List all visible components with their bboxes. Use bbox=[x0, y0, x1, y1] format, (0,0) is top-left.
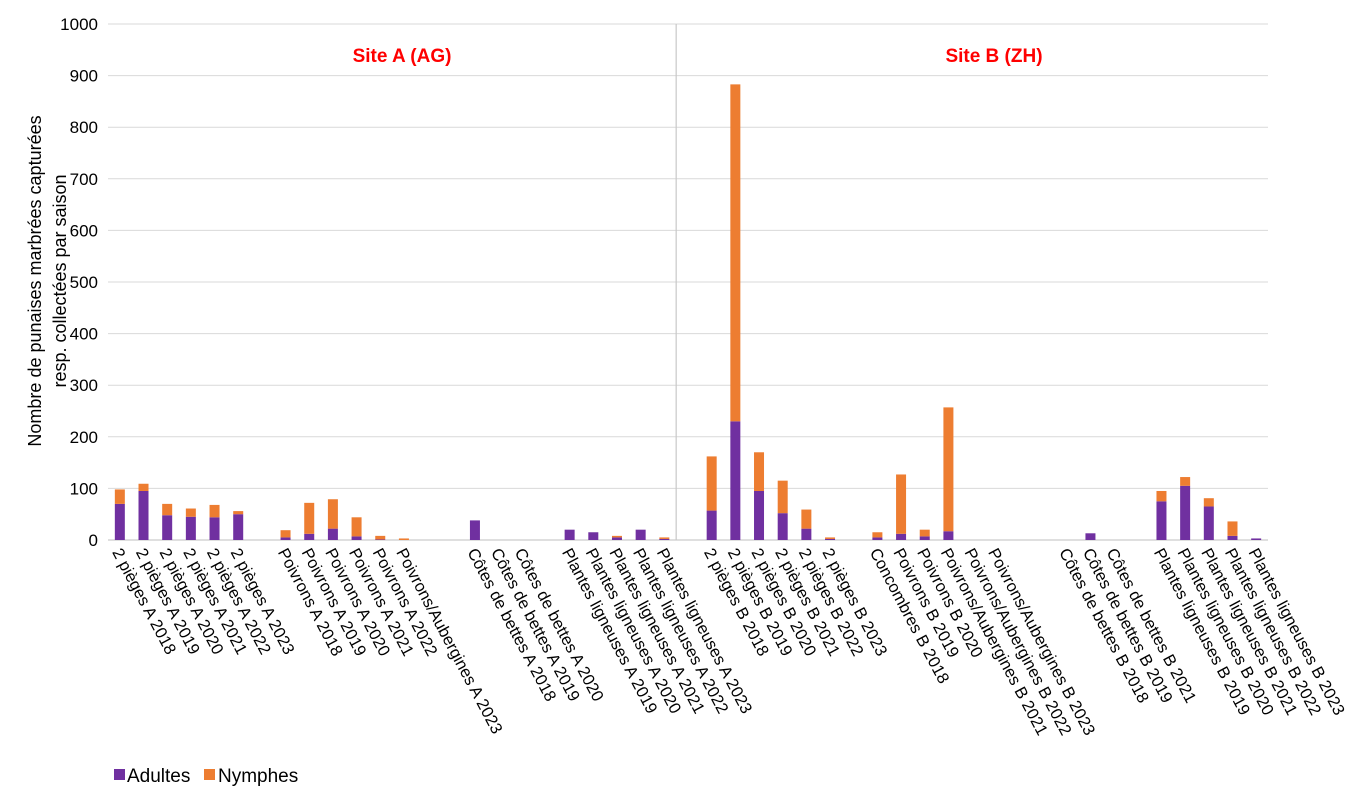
bar-nymphes-7 bbox=[304, 502, 315, 534]
bar-nymphes-17 bbox=[611, 535, 622, 538]
bar-adultes-36 bbox=[1180, 485, 1191, 540]
bar-nymphes-38 bbox=[1227, 521, 1238, 536]
bar-adultes-35 bbox=[1156, 501, 1167, 540]
legend: Adultes Nymphes bbox=[114, 766, 298, 787]
bar-nymphes-27 bbox=[896, 474, 907, 534]
y-tick-label-300: 300 bbox=[70, 376, 98, 395]
y-tick-label-500: 500 bbox=[70, 273, 98, 292]
bar-adultes-20 bbox=[706, 510, 717, 540]
bar-adultes-16 bbox=[588, 532, 599, 540]
y-axis-title-line-2: resp. collectées par saison bbox=[50, 174, 70, 387]
bar-nymphes-22 bbox=[754, 452, 765, 491]
y-tick-label-200: 200 bbox=[70, 428, 98, 447]
bar-adultes-33 bbox=[1085, 533, 1096, 540]
bar-adultes-15 bbox=[564, 529, 575, 540]
bar-nymphes-8 bbox=[327, 499, 338, 529]
bar-adultes-38 bbox=[1227, 535, 1238, 540]
bar-adultes-12 bbox=[469, 520, 480, 540]
bar-nymphes-26 bbox=[872, 532, 883, 538]
bar-nymphes-11 bbox=[398, 538, 409, 540]
y-tick-label-100: 100 bbox=[70, 479, 98, 498]
bar-nymphes-21 bbox=[730, 84, 741, 422]
bar-nymphes-36 bbox=[1180, 477, 1191, 486]
bar-adultes-22 bbox=[754, 490, 765, 540]
bar-adultes-23 bbox=[777, 513, 788, 540]
bar-adultes-8 bbox=[327, 528, 338, 540]
bar-nymphes-35 bbox=[1156, 490, 1167, 502]
bar-nymphes-1 bbox=[138, 483, 149, 491]
bar-adultes-17 bbox=[611, 537, 622, 540]
site-a-label: Site A (AG) bbox=[353, 46, 452, 67]
gridlines bbox=[108, 23, 1268, 541]
bar-nymphes-9 bbox=[351, 517, 362, 537]
bar-adultes-1 bbox=[138, 490, 149, 540]
bar-adultes-26 bbox=[872, 537, 883, 540]
y-tick-labels: 0 100 200 300 400 500 600 700 800 900 1000 bbox=[60, 15, 98, 550]
bar-nymphes-10 bbox=[375, 535, 386, 540]
bar-nymphes-28 bbox=[919, 529, 930, 537]
bar-adultes-0 bbox=[114, 503, 125, 540]
bar-adultes-9 bbox=[351, 536, 362, 540]
bar-adultes-24 bbox=[801, 528, 812, 540]
y-tick-label-700: 700 bbox=[70, 170, 98, 189]
bar-adultes-39 bbox=[1251, 538, 1262, 540]
bar-adultes-4 bbox=[209, 517, 220, 540]
bar-adultes-5 bbox=[233, 514, 244, 540]
bar-adultes-28 bbox=[919, 536, 930, 540]
bar-nymphes-37 bbox=[1203, 498, 1214, 507]
bar-adultes-21 bbox=[730, 421, 741, 540]
bar-adultes-3 bbox=[185, 516, 196, 540]
bar-adultes-2 bbox=[162, 515, 173, 540]
bar-nymphes-24 bbox=[801, 509, 812, 529]
y-axis-title: Nombre de punaises marbrées capturées re… bbox=[25, 115, 70, 446]
bar-nymphes-20 bbox=[706, 456, 717, 511]
bars bbox=[114, 84, 1262, 540]
bar-adultes-7 bbox=[304, 533, 315, 540]
bar-adultes-25 bbox=[825, 538, 836, 540]
y-tick-label-400: 400 bbox=[70, 325, 98, 344]
bar-adultes-6 bbox=[280, 537, 291, 540]
site-b-label: Site B (ZH) bbox=[945, 46, 1042, 67]
bar-nymphes-19 bbox=[659, 537, 670, 539]
bar-adultes-19 bbox=[659, 538, 670, 540]
bar-nymphes-5 bbox=[233, 511, 244, 515]
legend-swatch-adultes bbox=[114, 769, 125, 780]
y-tick-label-0: 0 bbox=[89, 531, 98, 550]
bar-nymphes-2 bbox=[162, 503, 173, 516]
bar-adultes-10 bbox=[375, 539, 386, 540]
bar-nymphes-4 bbox=[209, 504, 220, 518]
legend-label-adultes: Adultes bbox=[127, 766, 190, 787]
bar-nymphes-25 bbox=[825, 537, 836, 539]
y-axis-title-line-1: Nombre de punaises marbrées capturées bbox=[25, 115, 45, 446]
legend-swatch-nymphes bbox=[204, 769, 215, 780]
legend-label-nymphes: Nymphes bbox=[218, 766, 298, 787]
y-tick-label-800: 800 bbox=[70, 118, 98, 137]
bar-nymphes-29 bbox=[943, 407, 954, 532]
bar-nymphes-0 bbox=[114, 489, 125, 504]
y-tick-label-900: 900 bbox=[70, 67, 98, 86]
bar-nymphes-23 bbox=[777, 480, 788, 514]
bar-adultes-27 bbox=[896, 533, 907, 540]
y-tick-label-1000: 1000 bbox=[60, 15, 98, 34]
y-tick-label-600: 600 bbox=[70, 221, 98, 240]
bar-nymphes-6 bbox=[280, 530, 291, 538]
bar-adultes-18 bbox=[635, 529, 646, 540]
bar-adultes-37 bbox=[1203, 506, 1214, 540]
bar-nymphes-3 bbox=[185, 508, 196, 517]
bar-adultes-29 bbox=[943, 531, 954, 540]
